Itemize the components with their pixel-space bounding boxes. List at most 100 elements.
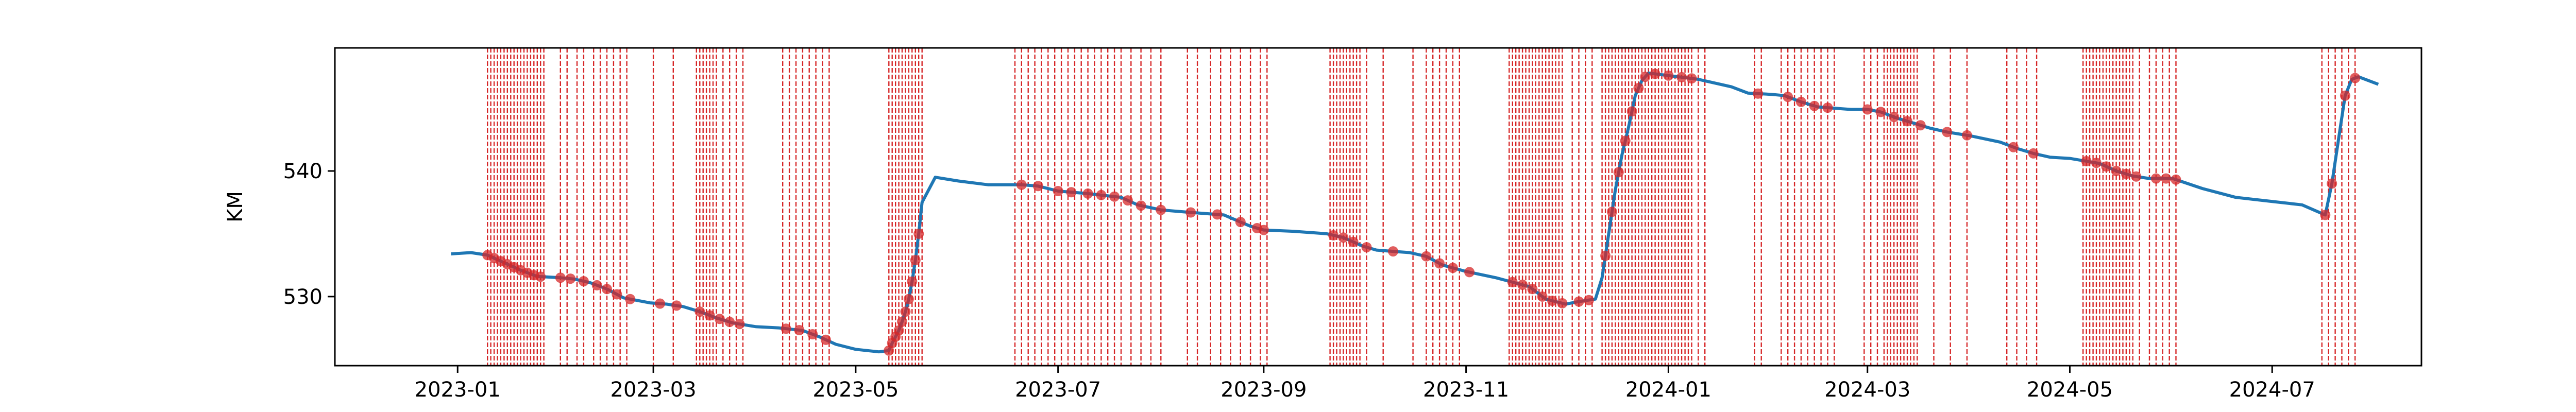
marker-point-89 [1915,120,1926,131]
x-tick-label-7: 2024-03 [1824,378,1910,402]
marker-point-64 [1537,291,1548,302]
marker-point-81 [1783,92,1793,102]
y-axis-label: KM [224,191,247,222]
marker-point-68 [1583,295,1594,305]
marker-point-47 [1185,207,1196,218]
marker-point-65 [1547,296,1557,306]
marker-point-30 [893,325,904,336]
x-tick-label-9: 2024-07 [2229,378,2315,402]
marker-point-10 [565,273,576,284]
x-axis: 2023-01 2023-03 2023-05 2023-07 2023-09 2023-… [415,366,2315,402]
x-tick-label-4: 2023-09 [1221,378,1307,402]
marker-point-19 [704,310,715,321]
y-axis: 530 540 [283,160,335,309]
x-tick-label-1: 2023-03 [611,378,697,402]
marker-point-31 [897,316,907,327]
marker-point-100 [2150,173,2161,184]
marker-point-78 [1676,72,1687,82]
marker-point-79 [1686,73,1697,84]
marker-point-59 [1447,263,1458,273]
marker-point-70 [1606,207,1617,217]
marker-point-11 [578,276,589,287]
marker-point-67 [1573,296,1584,307]
marker-point-23 [781,323,791,334]
marker-point-83 [1809,100,1820,111]
marker-point-106 [2350,73,2361,83]
marker-point-45 [1136,200,1146,211]
marker-point-86 [1875,107,1886,117]
marker-point-92 [2008,142,2019,152]
marker-point-39 [1053,186,1063,196]
marker-point-66 [1557,298,1568,308]
x-tick-label-2: 2023-05 [812,378,899,402]
x-tick-label-0: 2023-01 [415,378,501,402]
marker-point-49 [1235,217,1246,228]
y-tick-label-0: 530 [283,285,323,309]
marker-point-9 [555,272,566,283]
marker-point-72 [1620,135,1631,146]
marker-point-63 [1527,284,1538,295]
marker-point-60 [1464,267,1475,278]
marker-point-77 [1663,70,1674,81]
marker-point-24 [794,325,805,335]
x-tick-label-3: 2023-07 [1015,378,1101,402]
marker-point-61 [1507,277,1518,287]
marker-point-75 [1640,72,1651,82]
marker-points [482,68,2361,356]
marker-point-103 [2320,210,2331,220]
marker-point-32 [900,306,911,317]
marker-point-57 [1421,251,1432,262]
marker-point-91 [1961,130,1972,141]
marker-point-20 [714,314,725,324]
marker-point-18 [694,306,705,317]
marker-point-69 [1600,250,1611,261]
marker-point-87 [1889,112,1900,123]
marker-point-101 [2161,173,2172,184]
marker-point-97 [2111,166,2122,176]
marker-point-8 [535,271,546,282]
marker-point-36 [913,228,924,239]
marker-point-74 [1633,83,1644,93]
marker-point-14 [612,289,622,300]
x-tick-label-6: 2024-01 [1625,378,1711,402]
marker-point-17 [671,300,682,311]
marker-point-96 [2101,161,2112,172]
marker-point-76 [1650,68,1660,79]
marker-point-102 [2171,174,2181,185]
marker-point-98 [2121,168,2131,179]
marker-point-84 [1822,102,1833,113]
marker-point-35 [910,255,921,266]
marker-point-33 [903,294,914,304]
marker-point-62 [1517,279,1528,290]
event-lines [487,48,2356,366]
marker-point-42 [1096,190,1107,200]
marker-point-51 [1258,225,1269,235]
marker-point-16 [655,298,665,309]
x-tick-label-5: 2023-11 [1423,378,1509,402]
marker-point-54 [1348,236,1359,247]
marker-point-13 [602,284,612,295]
marker-point-43 [1109,191,1120,202]
marker-point-88 [1902,116,1912,127]
marker-point-26 [820,334,831,345]
marker-point-37 [1016,179,1027,190]
marker-point-22 [734,319,745,330]
marker-point-95 [2091,158,2102,168]
marker-point-40 [1066,187,1077,198]
plot-area-frame [334,47,2422,367]
marker-point-41 [1082,188,1093,199]
marker-point-38 [1033,181,1043,192]
marker-point-73 [1626,106,1637,117]
marker-point-71 [1613,167,1624,178]
marker-point-85 [1862,104,1873,115]
marker-point-94 [2081,156,2092,166]
marker-point-56 [1388,246,1398,257]
marker-point-53 [1338,232,1349,243]
y-tick-label-1: 540 [283,160,323,183]
marker-point-15 [625,294,636,304]
x-tick-label-8: 2024-05 [2027,378,2113,402]
marker-point-44 [1122,195,1133,206]
marker-point-34 [907,276,918,287]
